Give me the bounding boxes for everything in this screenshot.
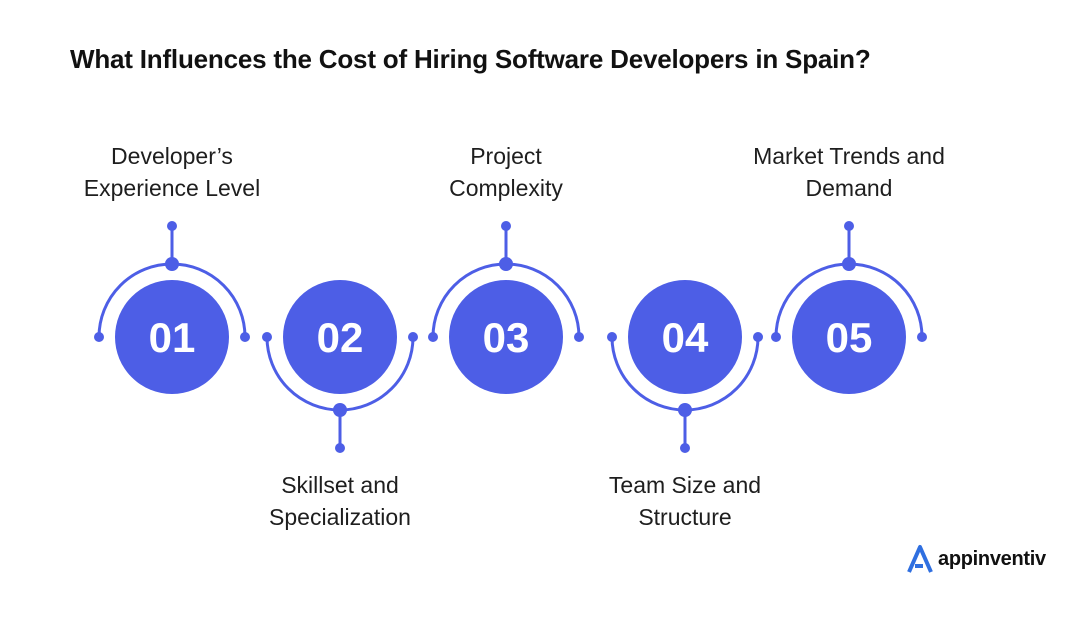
step-4: 04	[607, 280, 763, 453]
step-label: Market Trends and Demand	[729, 140, 969, 204]
step-label: Skillset and Specialization	[220, 469, 460, 533]
connector-dot	[678, 403, 692, 417]
step-number: 02	[317, 314, 364, 361]
connector-dot	[165, 257, 179, 271]
step-number: 01	[149, 314, 196, 361]
step-label-line: Market Trends and	[753, 143, 945, 169]
arc-end-dot	[240, 332, 250, 342]
step-label-line: Project	[470, 143, 542, 169]
step-label-line: Experience Level	[83, 175, 261, 201]
connector-dot	[499, 257, 513, 271]
arc-end-dot	[607, 332, 617, 342]
connector-dot	[333, 403, 347, 417]
arc-end-dot	[771, 332, 781, 342]
step-label-line: Developer’s	[111, 143, 233, 169]
step-circle	[628, 280, 742, 394]
step-label-line: Skillset and	[281, 472, 399, 498]
step-label-line: Structure	[638, 504, 732, 530]
connector-end-dot	[167, 221, 177, 231]
step-2: 02	[262, 280, 418, 453]
page-title: What Influences the Cost of Hiring Softw…	[70, 44, 871, 74]
arc-end-dot	[94, 332, 104, 342]
arc-end-dot	[262, 332, 272, 342]
step-circle	[283, 280, 397, 394]
connector-end-dot	[844, 221, 854, 231]
connector-end-dot	[501, 221, 511, 231]
step-1: 01	[94, 221, 250, 394]
brand-logo: appinventiv	[906, 544, 1046, 574]
arc-end-dot	[917, 332, 927, 342]
step-3: 03	[428, 221, 584, 394]
connector-dot	[842, 257, 856, 271]
connector-end-dot	[680, 443, 690, 453]
step-label-line: Demand	[805, 175, 893, 201]
step-number: 03	[483, 314, 530, 361]
step-circle	[449, 280, 563, 394]
step-label: Project Complexity	[386, 140, 626, 204]
arc-end-dot	[753, 332, 763, 342]
connector-end-dot	[335, 443, 345, 453]
step-label-line: Specialization	[269, 504, 411, 530]
appinventiv-logo-icon	[907, 545, 933, 573]
step-label: Developer’s Experience Level	[52, 140, 292, 204]
step-label-line: Team Size and	[608, 472, 762, 498]
brand-name: appinventiv	[938, 547, 1046, 570]
step-number: 05	[826, 314, 873, 361]
step-label-line: Complexity	[449, 175, 563, 201]
arc-end-dot	[428, 332, 438, 342]
step-number: 04	[662, 314, 709, 361]
step-circle	[115, 280, 229, 394]
arc-end-dot	[408, 332, 418, 342]
arc-end-dot	[574, 332, 584, 342]
step-5: 05	[771, 221, 927, 394]
step-label: Team Size and Structure	[565, 469, 805, 533]
step-circle	[792, 280, 906, 394]
